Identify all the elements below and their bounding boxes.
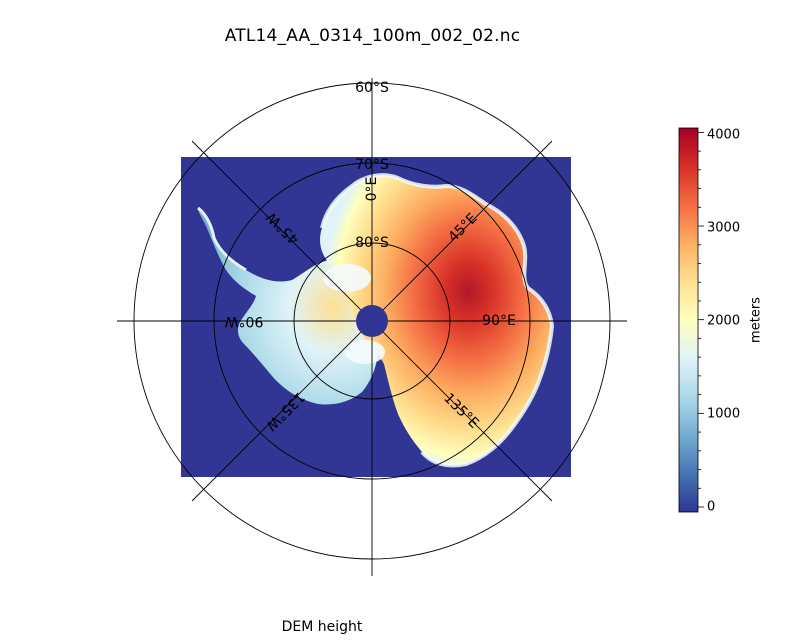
- colorbar-tick-0: 0: [707, 500, 715, 515]
- lon-label-0e: 0°E: [364, 177, 380, 202]
- ronne-ice-shelf: [345, 340, 385, 364]
- colorbar-tick-3000: 3000: [707, 221, 740, 236]
- figure-caption: DEM height: [281, 619, 363, 635]
- south-pole-disk: [356, 305, 388, 337]
- lat-label-60s: 60°S: [355, 80, 389, 96]
- colorbar: 0 1000 2000 3000 4000 meters: [678, 127, 764, 515]
- colorbar-tick-4000: 4000: [707, 128, 740, 143]
- west-antarctica: [198, 208, 378, 405]
- ross-ice-shelf: [323, 264, 371, 292]
- lon-label-90w: 90°W: [225, 313, 264, 329]
- colorbar-tick-2000: 2000: [707, 314, 740, 329]
- figure-title: ATL14_AA_0314_100m_002_02.nc: [224, 26, 521, 46]
- colorbar-label: meters: [749, 297, 764, 343]
- lat-label-80s: 80°S: [355, 235, 389, 251]
- east-antarctica: [320, 175, 552, 466]
- lon-label-90e: 90°E: [482, 313, 516, 329]
- colorbar-gradient: [678, 127, 699, 513]
- antarctica-landmass: [197, 173, 555, 468]
- lat-label-70s: 70°S: [355, 157, 389, 173]
- colorbar-tick-1000: 1000: [707, 407, 740, 422]
